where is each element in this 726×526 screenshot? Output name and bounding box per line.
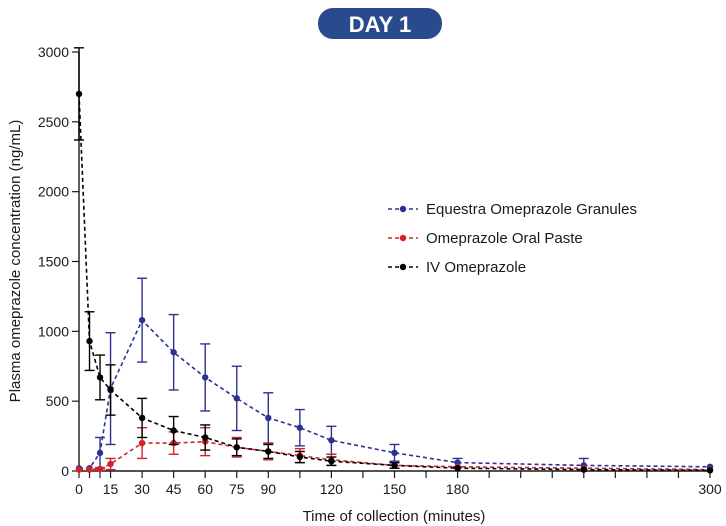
legend-item-equestra-granules: Equestra Omeprazole Granules [388, 201, 637, 218]
data-point-iv-omeprazole [202, 434, 209, 441]
data-point-equestra-granules [138, 316, 146, 324]
data-point-iv-omeprazole [580, 466, 587, 473]
y-tick-label: 3000 [38, 44, 69, 60]
legend-marker-iv-omeprazole [399, 263, 407, 271]
data-point-equestra-granules [202, 374, 209, 381]
data-point-oral-paste [138, 439, 146, 447]
legend: Equestra Omeprazole Granules Omeprazole O… [388, 201, 637, 276]
legend-marker-oral-paste [399, 234, 407, 242]
data-point-iv-omeprazole [75, 90, 83, 98]
x-tick-label: 180 [446, 481, 470, 497]
series-layer [74, 47, 714, 474]
data-point-iv-omeprazole [138, 414, 146, 422]
x-tick-label: 60 [197, 481, 213, 497]
y-tick-label: 500 [46, 393, 70, 409]
data-point-iv-omeprazole [233, 444, 240, 451]
x-tick-label: 45 [166, 481, 182, 497]
series-line-oral-paste [79, 440, 711, 471]
data-point-iv-omeprazole [107, 386, 114, 394]
data-point-iv-omeprazole [454, 465, 461, 472]
x-tick-label: 90 [261, 481, 277, 497]
legend-item-iv-omeprazole: IV Omeprazole [388, 259, 526, 276]
legend-marker-equestra-granules [399, 205, 407, 213]
y-tick-label: 0 [61, 463, 69, 479]
x-tick-label: 15 [103, 481, 119, 497]
series-iv-omeprazole [74, 47, 714, 474]
title-badge-background [318, 8, 442, 39]
data-point-iv-omeprazole [170, 427, 177, 434]
x-tick-label: 150 [383, 481, 407, 497]
legend-label-oral-paste: Omeprazole Oral Paste [426, 230, 583, 247]
x-tick-label: 0 [75, 481, 83, 497]
x-tick-label: 300 [698, 481, 722, 497]
chart-title: DAY 1 [349, 12, 411, 37]
data-point-equestra-granules [296, 424, 304, 431]
series-line-equestra-granules [79, 318, 711, 470]
data-point-iv-omeprazole [296, 453, 304, 461]
data-point-oral-paste [86, 466, 93, 473]
data-point-equestra-granules [233, 395, 240, 402]
x-tick-label: 75 [229, 481, 245, 497]
legend-label-iv-omeprazole: IV Omeprazole [426, 259, 526, 276]
x-tick-label: 30 [134, 481, 150, 497]
y-tick-label: 1000 [38, 323, 69, 339]
data-point-iv-omeprazole [706, 467, 714, 474]
series-line-iv-omeprazole [78, 93, 711, 472]
y-tick-label: 2500 [38, 114, 69, 130]
data-point-equestra-granules [328, 437, 335, 444]
y-axis-title: Plasma omeprazole concentration (ng/mL) [7, 120, 24, 403]
axes: 0 500 1000 1500 2000 2500 3000 0 15 30 45 60 75 90 120… [38, 44, 722, 497]
data-point-iv-omeprazole [391, 462, 398, 469]
x-tick-label: 120 [320, 481, 344, 497]
y-tick-label: 2000 [38, 184, 69, 200]
data-point-equestra-granules [391, 449, 398, 457]
data-point-iv-omeprazole [265, 448, 272, 455]
data-point-iv-omeprazole [328, 458, 335, 465]
data-point-equestra-granules [265, 414, 272, 422]
data-point-iv-omeprazole [86, 337, 93, 345]
title-badge: DAY 1 [318, 8, 442, 39]
data-point-oral-paste [75, 466, 83, 473]
x-axis-title: Time of collection (minutes) [303, 508, 486, 525]
data-point-iv-omeprazole [96, 374, 104, 381]
data-point-equestra-granules [170, 349, 177, 356]
data-point-oral-paste [96, 465, 104, 473]
data-point-equestra-granules [96, 449, 104, 457]
data-point-oral-paste [107, 460, 114, 468]
legend-label-equestra-granules: Equestra Omeprazole Granules [426, 201, 637, 218]
y-tick-label: 1500 [38, 254, 69, 270]
legend-item-oral-paste: Omeprazole Oral Paste [388, 230, 583, 247]
